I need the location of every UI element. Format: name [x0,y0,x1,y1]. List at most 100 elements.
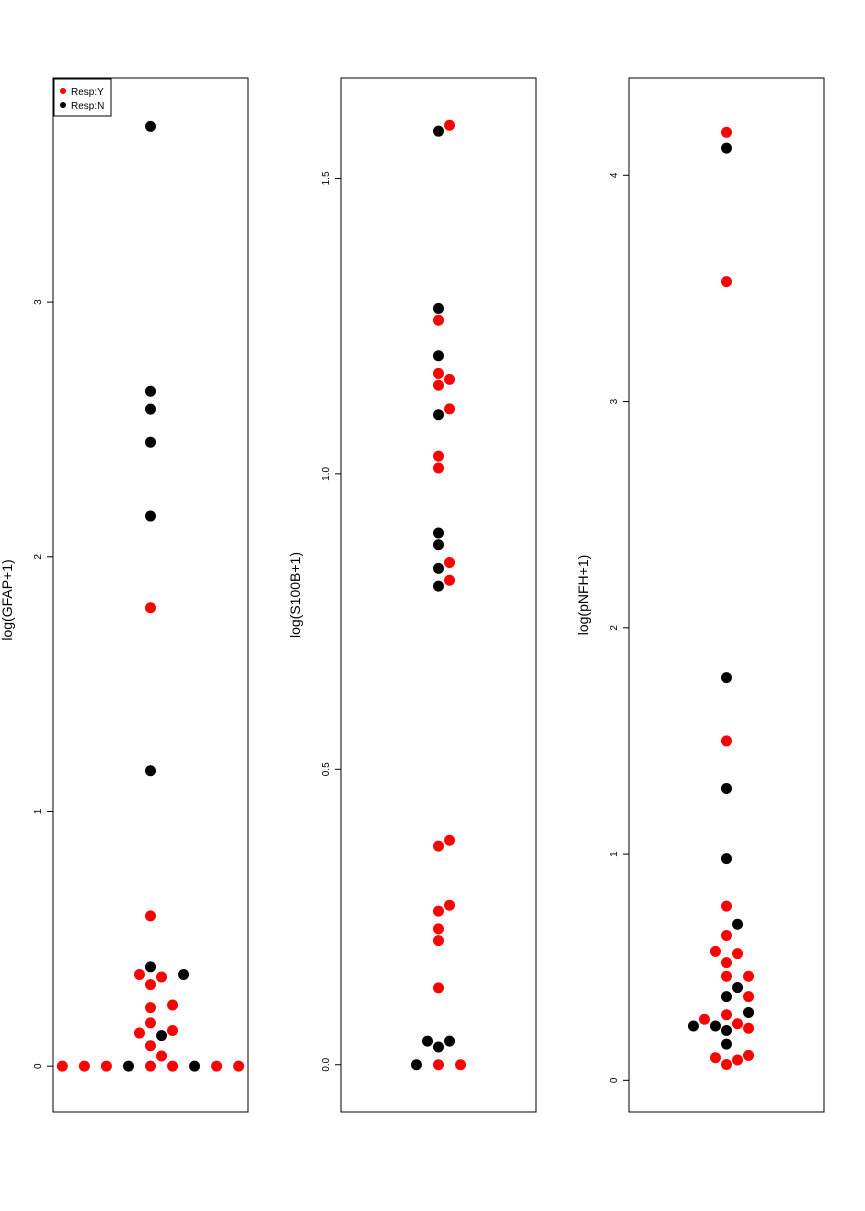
data-point-resp-y [721,1058,732,1070]
data-point-resp-n [721,672,732,684]
data-point-resp-y [721,126,732,138]
y-tick-label: 0 [609,1077,620,1083]
data-point-resp-y [100,1060,112,1072]
data-point-resp-y [444,574,456,586]
data-point-resp-y [721,735,732,747]
data-point-resp-y [433,935,444,947]
data-point-resp-n [721,853,732,865]
data-point-resp-y [167,1060,179,1072]
panel-gfap: 0 1 2 3 log(GFAP+1) Resp:Y Resp:N [0,77,249,1113]
data-point-resp-y [444,834,456,846]
data-point-resp-n [721,142,732,154]
data-point-resp-n [709,1020,721,1032]
data-point-resp-y [743,1049,755,1061]
y-axis: 0 1 2 3 4 [609,172,630,1083]
data-point-resp-n [433,539,444,551]
data-point-resp-y [698,1013,710,1025]
y-tick-label: 3 [609,398,620,404]
y-tick-label: 3 [33,299,44,305]
data-point-resp-y [145,1040,156,1052]
data-point-resp-y [721,930,732,942]
data-point-resp-n [721,991,732,1003]
data-point-resp-y [56,1060,68,1072]
data-point-resp-n [721,1038,732,1050]
data-point-resp-y [433,314,444,326]
legend-marker-resp-n [60,102,66,108]
data-point-resp-y [732,948,744,960]
data-point-resp-n [433,580,444,592]
data-point-resp-y [133,968,145,980]
data-point-resp-y [433,840,444,852]
y-axis-title: log(S100B+1) [287,552,303,638]
data-point-resp-y [732,1054,744,1066]
data-point-resp-n [145,765,156,777]
data-point-resp-n [178,968,190,980]
data-point-resp-n [433,1041,444,1053]
data-point-resp-y [433,1059,444,1071]
data-point-resp-y [455,1059,467,1071]
data-point-resp-y [433,450,444,462]
data-point-resp-y [156,971,168,983]
data-point-resp-y [444,899,456,911]
data-point-resp-y [145,1017,156,1029]
data-point-resp-n [721,782,732,794]
data-point-resp-n [145,385,156,397]
data-point-resp-n [433,562,444,574]
data-point-resp-n [433,125,444,137]
legend-label-resp-y: Resp:Y [71,87,104,98]
data-point-resp-n [433,409,444,421]
data-point-resp-y [743,991,755,1003]
y-tick-label: 0.0 [321,1057,332,1071]
panel-s100b: 0.0 0.5 1.0 1.5 log(S100B+1) [287,77,537,1113]
data-point-resp-y [709,945,721,957]
data-point-resp-n [732,918,744,930]
data-point-resp-n [122,1060,134,1072]
data-point-resp-y [444,119,456,131]
data-point-resp-y [145,979,156,991]
data-point-resp-y [145,602,156,614]
y-tick-label: 1.0 [321,466,332,480]
data-point-resp-y [145,910,156,922]
data-point-resp-n [145,961,156,973]
data-point-resp-y [133,1027,145,1039]
data-point-resp-y [433,905,444,917]
data-point-resp-y [721,276,732,288]
y-tick-label: 2 [33,554,44,560]
legend-box [53,78,112,117]
y-tick-label: 1.5 [321,171,332,185]
data-point-resp-n [687,1020,699,1032]
y-tick-label: 4 [609,172,620,178]
y-axis: 0 1 2 3 [33,299,54,1069]
data-point-resp-y [211,1060,223,1072]
data-point-resp-n [732,982,744,994]
data-points [410,119,467,1071]
data-point-resp-n [743,1006,755,1018]
data-point-resp-y [721,970,732,982]
y-tick-label: 2 [609,625,620,631]
data-point-resp-n [145,403,156,415]
data-point-resp-n [156,1030,168,1042]
data-point-resp-y [156,1050,168,1062]
data-point-resp-n [444,1035,456,1047]
data-point-resp-n [721,1025,732,1037]
data-points [687,126,755,1070]
data-point-resp-y [167,1025,179,1037]
data-point-resp-n [421,1035,433,1047]
legend: Resp:Y Resp:N [53,78,112,117]
y-tick-label: 1 [33,808,44,814]
data-point-resp-y [433,367,444,379]
y-tick-label: 0.5 [321,762,332,776]
y-axis-title: log(GFAP+1) [0,559,15,640]
data-point-resp-y [145,1060,156,1072]
data-point-resp-n [145,120,156,132]
legend-marker-resp-y [60,88,66,94]
data-point-resp-y [233,1060,245,1072]
data-point-resp-y [167,999,179,1011]
data-point-resp-n [433,527,444,539]
data-point-resp-n [145,510,156,522]
data-point-resp-y [732,1018,744,1030]
data-point-resp-n [433,302,444,314]
panel-pnfh: 0 1 2 3 4 log(pNFH+1) [575,77,825,1113]
